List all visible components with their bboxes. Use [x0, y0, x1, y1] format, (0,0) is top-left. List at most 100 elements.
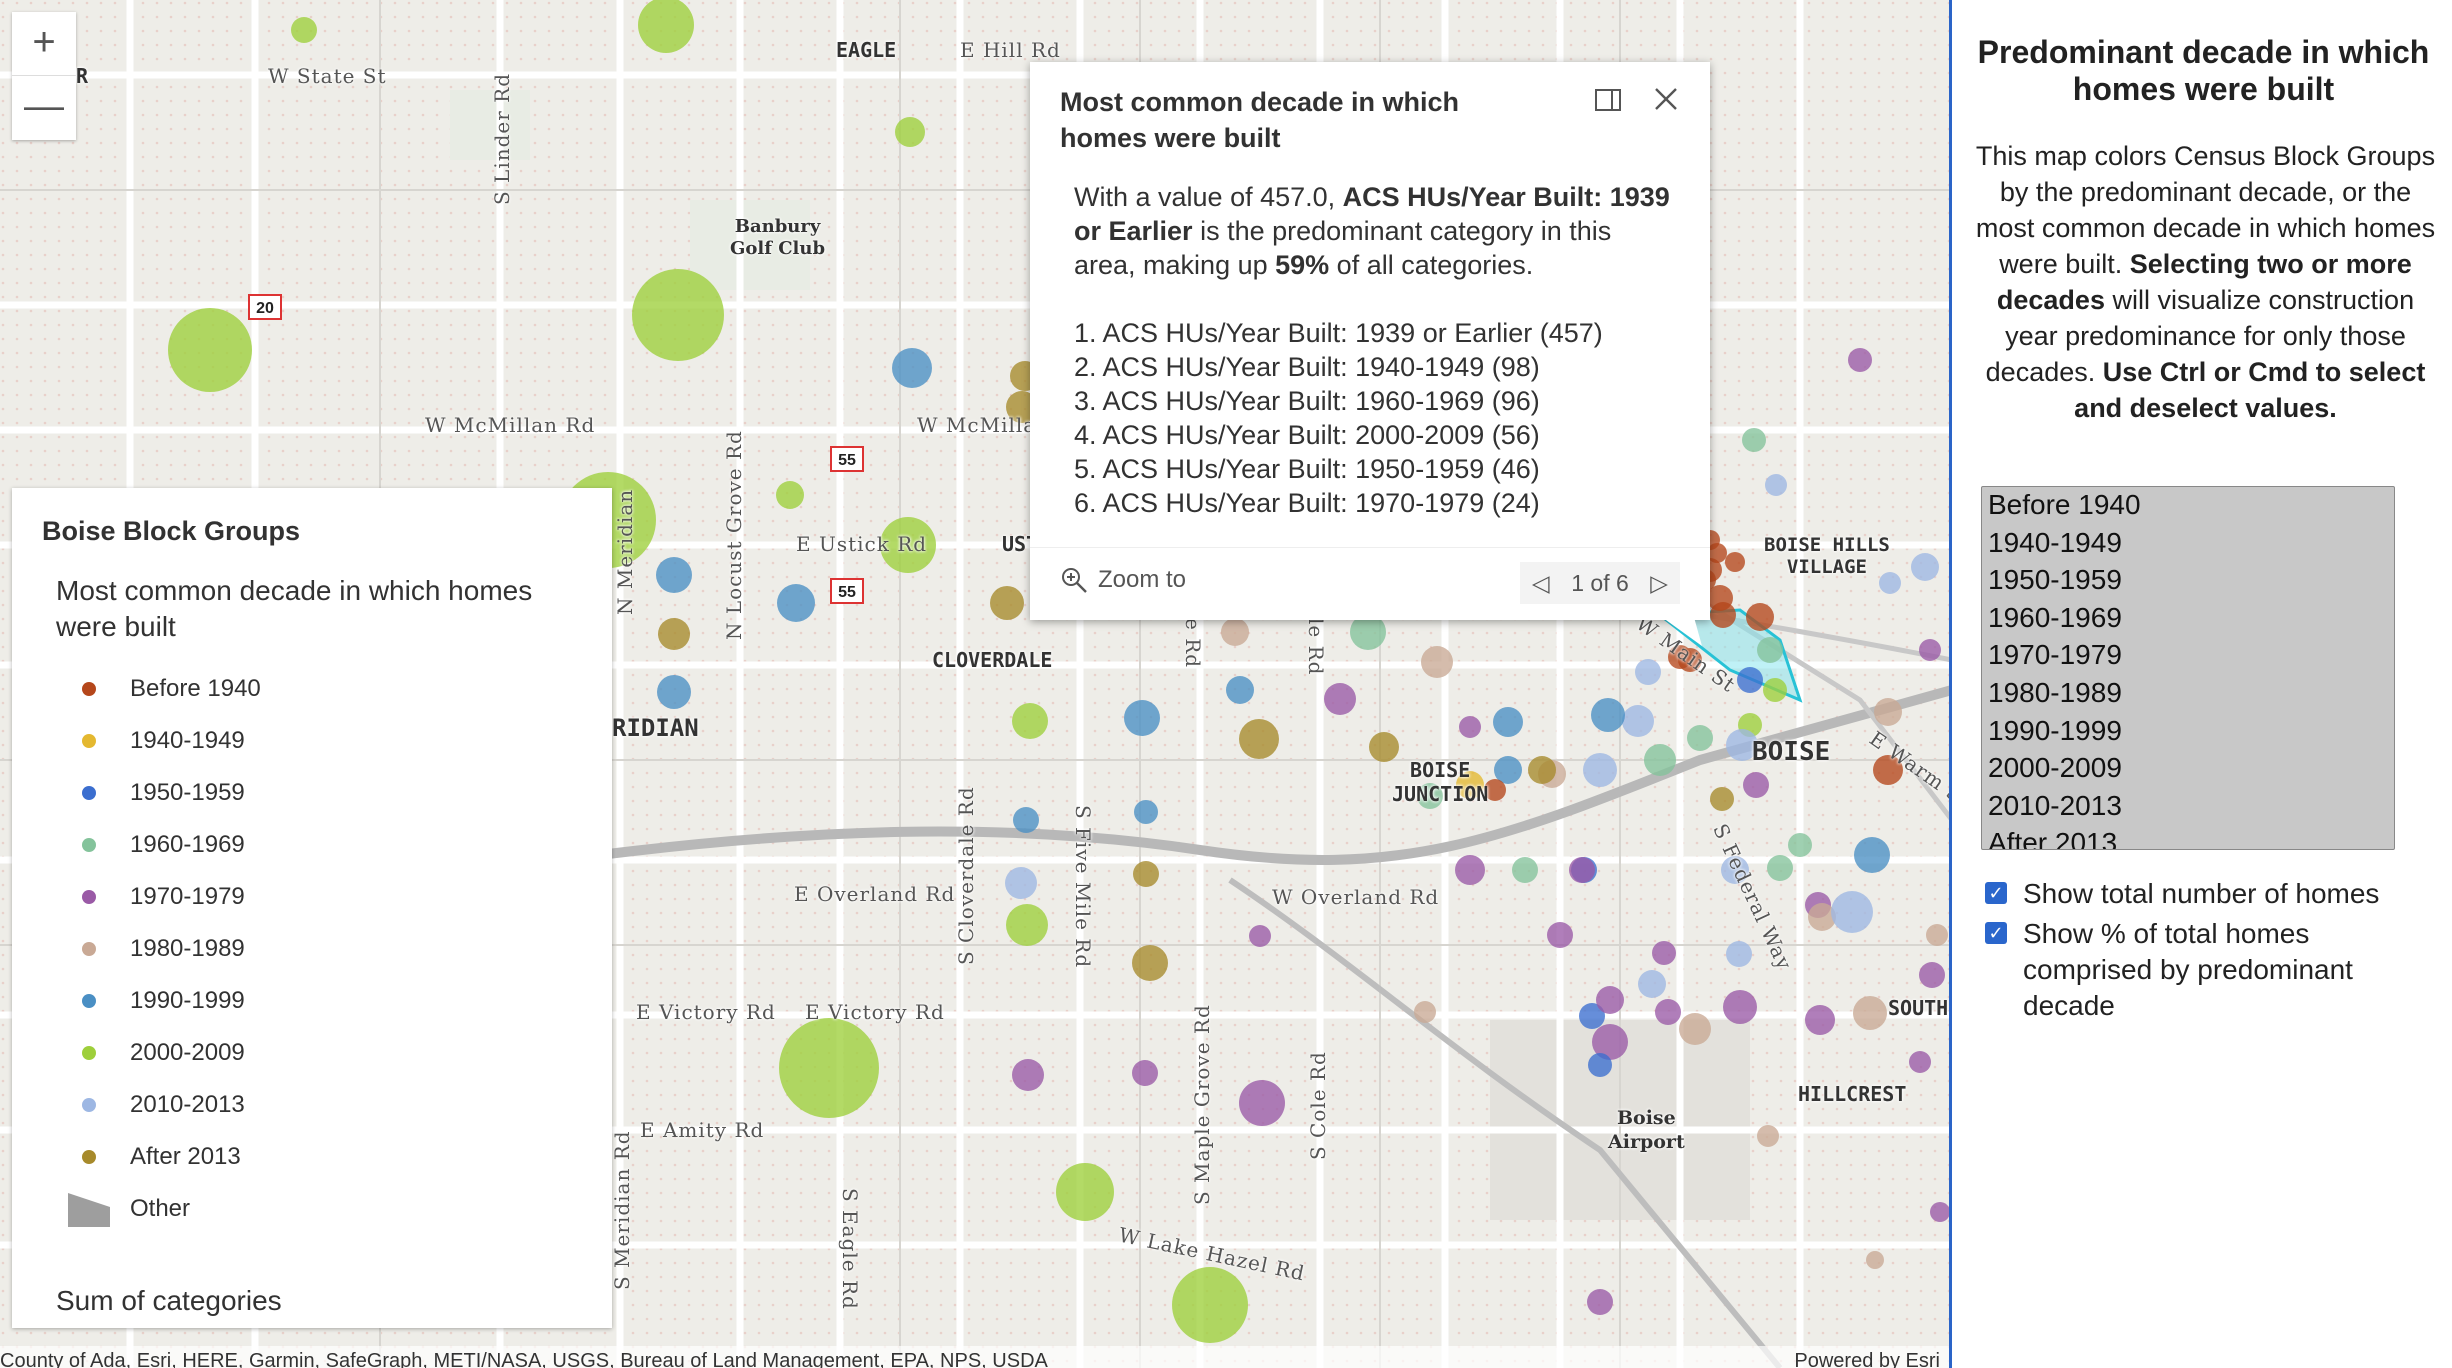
block-group-symbol[interactable]: [1226, 676, 1254, 704]
block-group-symbol[interactable]: [1635, 659, 1661, 685]
block-group-symbol[interactable]: [638, 0, 694, 53]
block-group-symbol[interactable]: [1456, 771, 1484, 799]
block-group-symbol[interactable]: [1743, 772, 1769, 798]
block-group-symbol[interactable]: [1622, 705, 1654, 737]
block-group-symbol[interactable]: [657, 675, 691, 709]
block-group-symbol[interactable]: [1172, 1267, 1248, 1343]
block-group-symbol[interactable]: [1721, 856, 1749, 884]
block-group-symbol[interactable]: [1757, 637, 1783, 663]
block-group-symbol[interactable]: [1124, 700, 1160, 736]
block-group-symbol[interactable]: [1854, 837, 1890, 873]
block-group-symbol[interactable]: [1006, 904, 1048, 946]
block-group-symbol[interactable]: [1767, 855, 1793, 881]
block-group-symbol[interactable]: [1746, 603, 1774, 631]
block-group-symbol[interactable]: [1421, 646, 1453, 678]
block-group-symbol[interactable]: [1591, 698, 1625, 732]
block-group-symbol[interactable]: [1930, 1202, 1950, 1222]
zoom-in-button[interactable]: +: [12, 12, 76, 76]
show-percent-checkbox[interactable]: ✓ Show % of total homes comprised by pre…: [1985, 916, 2425, 1024]
block-group-symbol[interactable]: [1132, 1060, 1158, 1086]
block-group-symbol[interactable]: [1737, 667, 1763, 693]
block-group-symbol[interactable]: [1655, 999, 1681, 1025]
block-group-symbol[interactable]: [1493, 707, 1523, 737]
block-group-symbol[interactable]: [1873, 755, 1903, 785]
block-group-symbol[interactable]: [1879, 572, 1901, 594]
block-group-symbol[interactable]: [1056, 1163, 1114, 1221]
block-group-symbol[interactable]: [1221, 618, 1249, 646]
block-group-symbol[interactable]: [1596, 986, 1624, 1014]
block-group-symbol[interactable]: [895, 117, 925, 147]
decade-select[interactable]: Before 19401940-19491950-19591960-196919…: [1981, 486, 2395, 850]
checkbox-checked-icon[interactable]: ✓: [1985, 882, 2007, 904]
block-group-symbol[interactable]: [1239, 1080, 1285, 1126]
block-group-symbol[interactable]: [1013, 807, 1039, 833]
block-group-symbol[interactable]: [1723, 990, 1757, 1024]
block-group-symbol[interactable]: [1459, 716, 1481, 738]
block-group-symbol[interactable]: [1763, 678, 1787, 702]
block-group-symbol[interactable]: [1644, 744, 1676, 776]
block-group-symbol[interactable]: [1919, 962, 1945, 988]
block-group-symbol[interactable]: [1350, 614, 1386, 650]
decade-option[interactable]: After 2013: [1982, 825, 2394, 850]
block-group-symbol[interactable]: [1757, 1125, 1779, 1147]
decade-option[interactable]: 1990-1999: [1982, 713, 2394, 751]
block-group-symbol[interactable]: [1765, 474, 1787, 496]
decade-option[interactable]: 1950-1959: [1982, 562, 2394, 600]
block-group-symbol[interactable]: [1494, 756, 1522, 784]
block-group-symbol[interactable]: [1742, 428, 1766, 452]
block-group-symbol[interactable]: [1012, 703, 1048, 739]
block-group-symbol[interactable]: [632, 269, 724, 361]
decade-option[interactable]: 1980-1989: [1982, 675, 2394, 713]
block-group-symbol[interactable]: [1012, 1059, 1044, 1091]
block-group-symbol[interactable]: [1512, 857, 1538, 883]
block-group-symbol[interactable]: [1909, 1051, 1931, 1073]
block-group-symbol[interactable]: [1726, 729, 1758, 761]
zoom-out-button[interactable]: —: [24, 84, 64, 128]
block-group-symbol[interactable]: [1668, 645, 1692, 669]
block-group-symbol[interactable]: [779, 1018, 879, 1118]
show-total-checkbox[interactable]: ✓ Show total number of homes: [1985, 876, 2425, 912]
block-group-symbol[interactable]: [1638, 970, 1666, 998]
decade-option[interactable]: 1940-1949: [1982, 525, 2394, 563]
block-group-symbol[interactable]: [1788, 833, 1812, 857]
block-group-symbol[interactable]: [1249, 925, 1271, 947]
checkbox-checked-icon[interactable]: ✓: [1985, 922, 2007, 944]
block-group-symbol[interactable]: [1853, 996, 1887, 1030]
block-group-symbol[interactable]: [1710, 787, 1734, 811]
block-group-symbol[interactable]: [1528, 756, 1556, 784]
block-group-symbol[interactable]: [1369, 732, 1399, 762]
block-group-symbol[interactable]: [1911, 553, 1939, 581]
block-group-symbol[interactable]: [1808, 903, 1836, 931]
block-group-symbol[interactable]: [990, 586, 1024, 620]
block-group-symbol[interactable]: [776, 481, 804, 509]
block-group-symbol[interactable]: [1417, 783, 1443, 809]
block-group-symbol[interactable]: [168, 308, 252, 392]
block-group-symbol[interactable]: [1484, 779, 1506, 801]
zoom-to-button[interactable]: Zoom to: [1060, 566, 1186, 594]
block-group-symbol[interactable]: [1866, 1251, 1884, 1269]
block-group-symbol[interactable]: [1005, 867, 1037, 899]
close-button[interactable]: [1646, 82, 1686, 122]
dock-button[interactable]: [1588, 82, 1628, 122]
block-group-symbol[interactable]: [1710, 602, 1736, 628]
block-group-symbol[interactable]: [1874, 698, 1902, 726]
block-group-symbol[interactable]: [892, 348, 932, 388]
block-group-symbol[interactable]: [1652, 941, 1676, 965]
block-group-symbol[interactable]: [1134, 800, 1158, 824]
block-group-symbol[interactable]: [1679, 1013, 1711, 1045]
block-group-symbol[interactable]: [1805, 1005, 1835, 1035]
block-group-symbol[interactable]: [1926, 924, 1948, 946]
block-group-symbol[interactable]: [1569, 857, 1595, 883]
previous-feature-icon[interactable]: ◁: [1532, 569, 1550, 596]
decade-option[interactable]: 2000-2009: [1982, 750, 2394, 788]
block-group-symbol[interactable]: [1579, 1003, 1605, 1029]
block-group-symbol[interactable]: [1132, 945, 1168, 981]
block-group-symbol[interactable]: [1687, 725, 1713, 751]
block-group-symbol[interactable]: [1588, 1053, 1612, 1077]
decade-option[interactable]: 2010-2013: [1982, 788, 2394, 826]
block-group-symbol[interactable]: [1725, 552, 1745, 572]
next-feature-icon[interactable]: ▷: [1650, 569, 1668, 596]
decade-option[interactable]: 1960-1969: [1982, 600, 2394, 638]
block-group-symbol[interactable]: [1726, 941, 1752, 967]
block-group-symbol[interactable]: [1133, 861, 1159, 887]
